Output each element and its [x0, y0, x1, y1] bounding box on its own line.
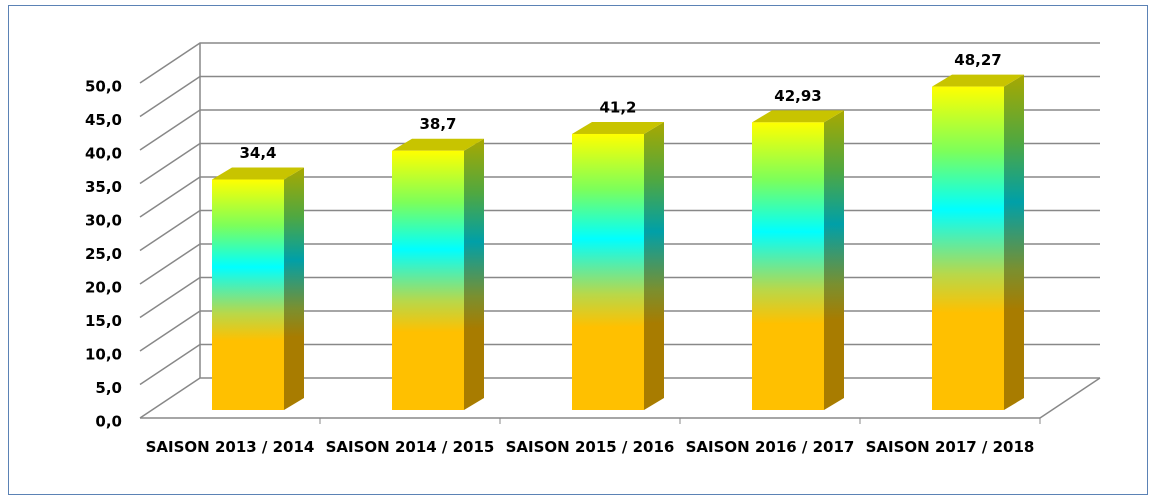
bar-front — [932, 86, 1004, 410]
bar — [752, 110, 844, 410]
x-tick-label: SAISON 2013 / 2014 — [145, 438, 315, 456]
bar-front — [212, 179, 284, 410]
value-label: 38,7 — [419, 115, 456, 133]
value-label: 42,93 — [774, 87, 821, 105]
y-tick-label: 50,0 — [85, 78, 122, 96]
grid-line — [139, 75, 1100, 118]
y-tick-label: 25,0 — [85, 245, 122, 263]
y-tick-label: 40,0 — [85, 145, 122, 163]
y-tick-label: 5,0 — [95, 379, 122, 397]
bar-side — [464, 138, 484, 410]
y-tick-label: 30,0 — [85, 212, 122, 230]
bar-top — [572, 121, 664, 134]
bar — [392, 138, 484, 410]
bar-top — [392, 138, 484, 151]
bar — [572, 121, 664, 411]
bar-top — [932, 74, 1024, 87]
grid-line — [139, 109, 1100, 151]
y-tick-label: 35,0 — [85, 178, 122, 196]
value-label: 48,27 — [954, 51, 1001, 69]
x-tick-label: SAISON 2017 / 2018 — [865, 438, 1035, 456]
bar-front — [752, 122, 824, 410]
bar-side — [644, 121, 664, 411]
value-label: 34,4 — [239, 144, 276, 162]
bar-side — [284, 167, 304, 410]
y-tick-label: 0,0 — [95, 413, 122, 431]
bar — [212, 167, 304, 410]
x-tick-label: SAISON 2015 / 2016 — [505, 438, 675, 456]
bar-front — [572, 133, 644, 410]
bar-side — [824, 110, 844, 410]
floor-edge — [1039, 377, 1101, 419]
value-label: 41,2 — [599, 98, 636, 116]
bar — [932, 74, 1024, 410]
x-tick-label: SAISON 2016 / 2017 — [685, 438, 855, 456]
y-tick-label: 20,0 — [85, 279, 122, 297]
y-tick-label: 10,0 — [85, 346, 122, 364]
y-tick-label: 15,0 — [85, 312, 122, 330]
x-tick-label: SAISON 2014 / 2015 — [325, 438, 495, 456]
frame — [8, 5, 1148, 495]
y-tick-label: 45,0 — [85, 111, 122, 129]
grid-line — [139, 42, 1100, 84]
bar-top — [752, 110, 844, 123]
bar-top — [212, 167, 304, 180]
bar-side — [1004, 74, 1024, 410]
bar-front — [392, 150, 464, 410]
